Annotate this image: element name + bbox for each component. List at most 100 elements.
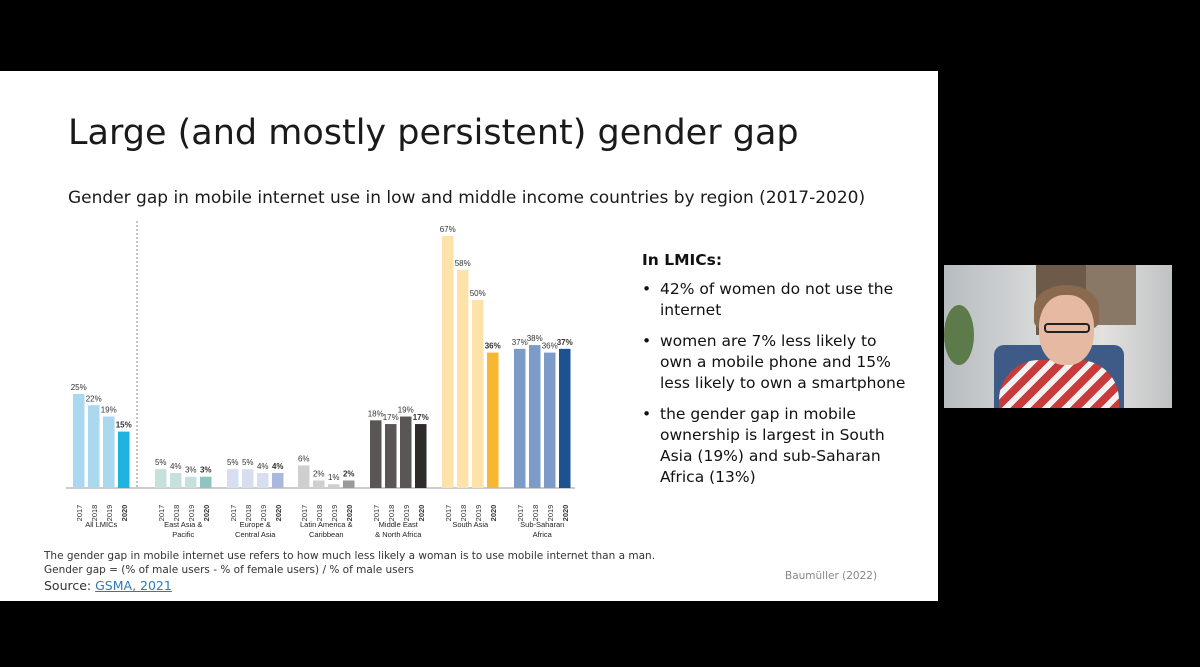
bar xyxy=(298,465,310,488)
year-tick-label: 2018 xyxy=(244,505,253,522)
data-label: 17% xyxy=(383,413,399,422)
key-facts-list: 42% of women do not use the internet wom… xyxy=(642,279,912,488)
year-tick-label: 2019 xyxy=(259,505,268,522)
year-tick-label: 2017 xyxy=(444,505,453,522)
year-tick-label: 2019 xyxy=(546,505,555,522)
bar xyxy=(472,299,484,488)
year-tick-label: 2018 xyxy=(172,505,181,522)
data-label: 38% xyxy=(527,334,543,343)
chart-title: Gender gap in mobile internet use in low… xyxy=(68,188,866,208)
year-tick-label: 2020 xyxy=(561,505,570,522)
data-label: 3% xyxy=(200,466,212,475)
bar xyxy=(185,476,197,488)
year-tick-label: 2018 xyxy=(315,505,324,522)
data-label: 4% xyxy=(257,462,269,471)
data-label: 50% xyxy=(470,289,486,298)
category-label: & North Africa xyxy=(375,530,422,539)
bar xyxy=(559,348,571,488)
bar xyxy=(313,480,325,488)
category-label: Caribbean xyxy=(309,530,344,539)
bar xyxy=(242,469,254,488)
data-label: 19% xyxy=(398,406,414,415)
source-line: Source: GSMA, 2021 xyxy=(44,578,172,593)
year-tick-label: 2019 xyxy=(187,505,196,522)
year-tick-label: 2018 xyxy=(531,505,540,522)
year-tick-label: 2017 xyxy=(372,505,381,522)
bar xyxy=(457,269,469,488)
slide-title: Large (and mostly persistent) gender gap xyxy=(68,113,799,153)
bar xyxy=(385,424,397,488)
year-tick-label: 2020 xyxy=(345,505,354,522)
chart-footnote: The gender gap in mobile internet use re… xyxy=(44,549,655,577)
year-tick-label: 2020 xyxy=(417,505,426,522)
year-tick-label: 2017 xyxy=(516,505,525,522)
key-fact-item: 42% of women do not use the internet xyxy=(642,279,912,321)
data-label: 19% xyxy=(101,406,117,415)
presentation-slide: Large (and mostly persistent) gender gap… xyxy=(0,71,938,601)
data-label: 36% xyxy=(485,342,501,351)
source-label: Source: xyxy=(44,578,96,593)
bar xyxy=(103,416,115,488)
glasses xyxy=(1044,323,1090,333)
bar xyxy=(514,348,526,488)
year-tick-label: 2017 xyxy=(157,505,166,522)
data-label: 4% xyxy=(272,462,284,471)
year-tick-label: 2019 xyxy=(402,505,411,522)
category-label: Africa xyxy=(533,530,553,539)
data-label: 58% xyxy=(455,259,471,268)
data-label: 2% xyxy=(343,469,355,478)
year-tick-label: 2019 xyxy=(474,505,483,522)
category-label: East Asia & xyxy=(164,520,202,529)
category-label: South Asia xyxy=(452,520,489,529)
year-tick-label: 2020 xyxy=(120,505,129,522)
data-label: 4% xyxy=(170,462,182,471)
bar xyxy=(343,480,355,488)
footnote-line: Gender gap = (% of male users - % of fem… xyxy=(44,564,414,576)
year-tick-label: 2018 xyxy=(387,505,396,522)
presenter-webcam-video xyxy=(944,265,1172,408)
presenter-body xyxy=(999,360,1119,408)
bar xyxy=(88,405,100,488)
bar xyxy=(170,472,182,488)
bar xyxy=(529,345,541,488)
category-label: Central Asia xyxy=(235,530,276,539)
data-label: 2% xyxy=(313,469,325,478)
category-label: All LMICs xyxy=(85,520,117,529)
bar xyxy=(272,472,284,488)
data-label: 3% xyxy=(185,466,197,475)
year-tick-label: 2018 xyxy=(459,505,468,522)
data-label: 67% xyxy=(440,225,456,234)
bar xyxy=(227,469,239,488)
bar xyxy=(155,469,167,488)
key-facts-panel: In LMICs: 42% of women do not use the in… xyxy=(642,251,912,498)
year-tick-label: 2020 xyxy=(489,505,498,522)
year-tick-label: 2017 xyxy=(75,505,84,522)
category-label: Europe & xyxy=(240,520,271,529)
data-label: 36% xyxy=(542,342,558,351)
data-label: 6% xyxy=(298,454,310,463)
category-label: Middle East xyxy=(379,520,419,529)
presenter-face xyxy=(1039,295,1094,365)
year-tick-label: 2019 xyxy=(330,505,339,522)
category-label: Sub-Saharan xyxy=(520,520,564,529)
bar xyxy=(544,352,556,488)
data-label: 15% xyxy=(116,421,132,430)
bar xyxy=(118,431,130,488)
data-label: 5% xyxy=(155,458,167,467)
source-link[interactable]: GSMA, 2021 xyxy=(95,578,172,593)
category-label: Latin America & xyxy=(300,520,353,529)
data-label: 37% xyxy=(557,338,573,347)
bar xyxy=(400,416,412,488)
data-label: 17% xyxy=(413,413,429,422)
year-tick-label: 2017 xyxy=(229,505,238,522)
year-tick-label: 2017 xyxy=(300,505,309,522)
data-label: 22% xyxy=(86,394,102,403)
slide-credit: Baumüller (2022) xyxy=(785,570,878,582)
bar xyxy=(328,484,340,488)
footnote-line: The gender gap in mobile internet use re… xyxy=(44,550,656,562)
bar xyxy=(73,393,85,488)
bar xyxy=(442,236,454,488)
year-tick-label: 2020 xyxy=(202,505,211,522)
year-tick-label: 2019 xyxy=(105,505,114,522)
